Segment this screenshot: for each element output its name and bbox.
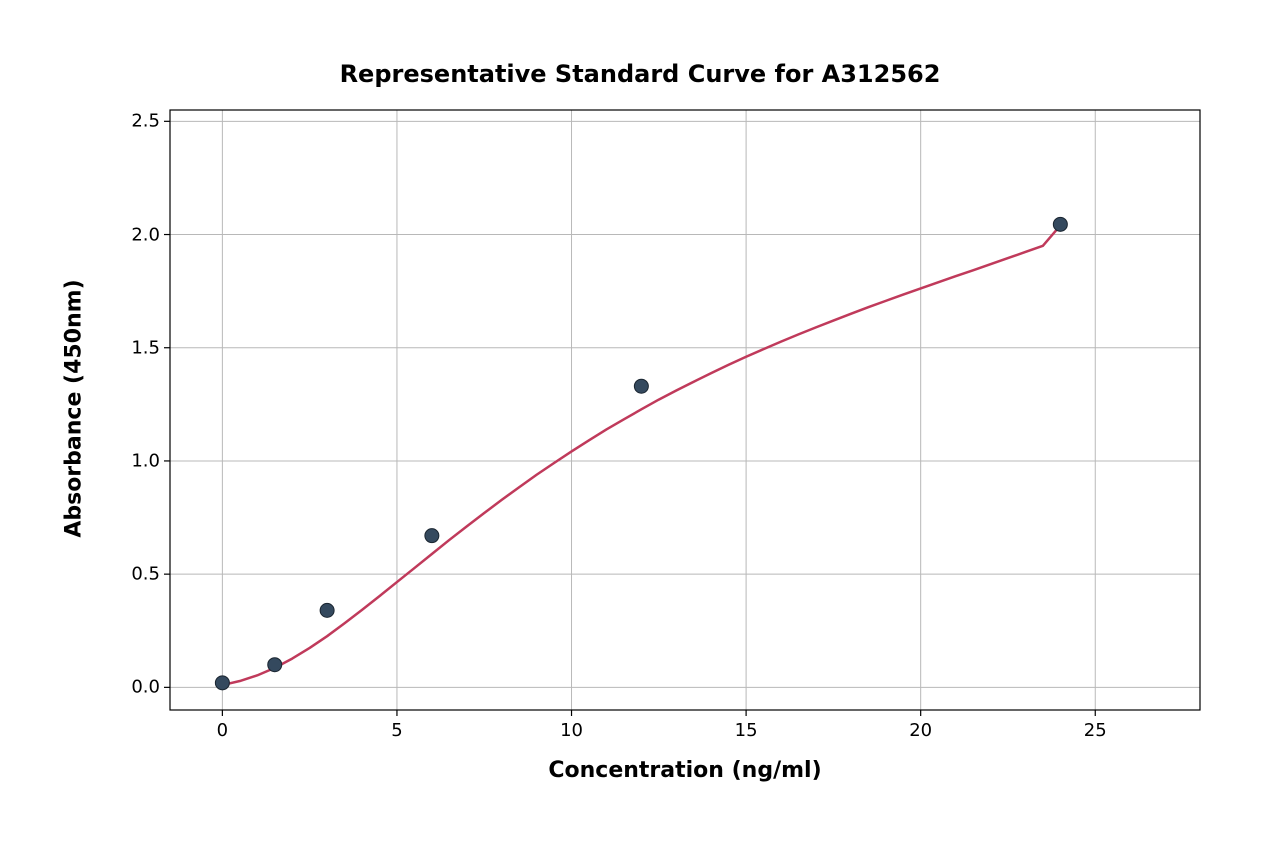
plot-area [170, 110, 1200, 710]
data-point [634, 379, 648, 393]
x-axis-label: Concentration (ng/ml) [170, 758, 1200, 783]
y-tick-label: 0.0 [100, 677, 160, 698]
x-tick-label: 10 [560, 720, 583, 741]
y-tick-label: 2.0 [100, 224, 160, 245]
data-point [1053, 217, 1067, 231]
axes-frame [170, 110, 1200, 710]
chart-figure: Representative Standard Curve for A31256… [0, 0, 1280, 845]
y-tick-label: 2.5 [100, 111, 160, 132]
x-tick-label: 5 [391, 720, 402, 741]
x-tick-label: 25 [1084, 720, 1107, 741]
y-axis-label: Absorbance (450nm) [62, 109, 87, 709]
x-tick-label: 20 [909, 720, 932, 741]
y-tick-label: 1.5 [100, 337, 160, 358]
y-tick-label: 0.5 [100, 564, 160, 585]
plot-svg [170, 110, 1200, 710]
fitted-curve [222, 225, 1060, 685]
data-point [425, 529, 439, 543]
data-point [320, 603, 334, 617]
data-point [268, 658, 282, 672]
chart-title: Representative Standard Curve for A31256… [0, 60, 1280, 88]
y-tick-label: 1.0 [100, 450, 160, 471]
x-tick-label: 15 [735, 720, 758, 741]
data-point [215, 676, 229, 690]
x-tick-label: 0 [217, 720, 228, 741]
